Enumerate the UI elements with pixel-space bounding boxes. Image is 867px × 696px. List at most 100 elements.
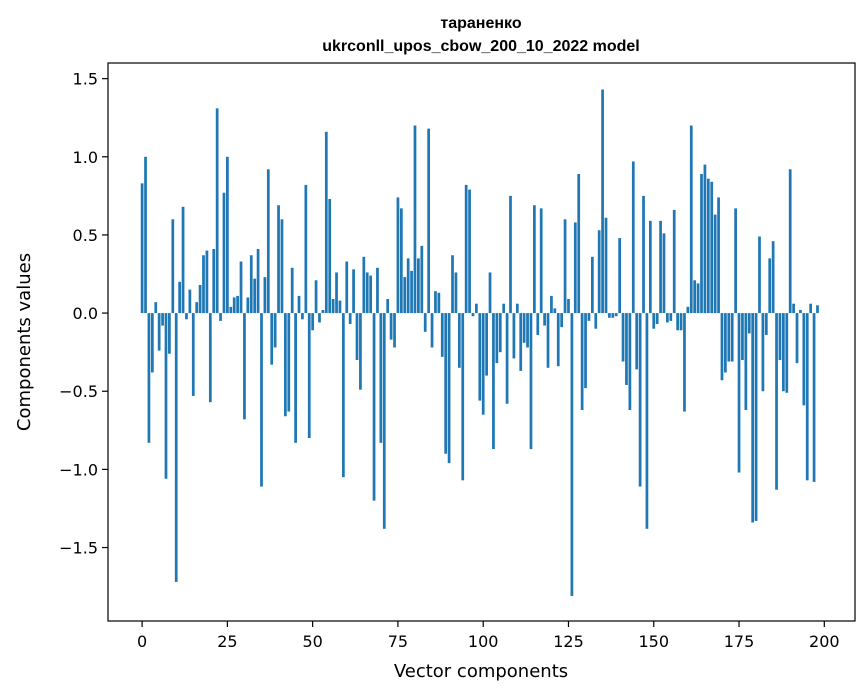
bar	[311, 313, 315, 331]
bar	[393, 313, 396, 348]
bar	[515, 303, 519, 314]
bar	[741, 313, 744, 360]
bar	[512, 313, 516, 359]
bar	[417, 258, 420, 314]
bar	[440, 313, 444, 357]
x-axis-label: Vector components	[394, 661, 568, 682]
bar	[587, 313, 591, 321]
bar	[672, 209, 676, 314]
bar	[631, 161, 635, 314]
bar	[181, 206, 185, 314]
bar	[382, 313, 386, 529]
bar	[546, 313, 550, 368]
bar	[590, 256, 594, 314]
bar	[297, 295, 301, 314]
bar	[655, 313, 659, 325]
bar	[676, 313, 679, 331]
bar	[505, 313, 509, 404]
bar	[355, 313, 359, 360]
bar	[369, 275, 373, 314]
bar	[737, 313, 741, 473]
bars-group	[140, 89, 819, 596]
x-tick-label: 25	[217, 632, 237, 651]
bar	[478, 313, 482, 401]
x-tick-label: 75	[388, 632, 408, 651]
bar	[195, 302, 199, 314]
bar	[362, 256, 366, 314]
chart-subtitle: ukrconll_upos_cbow_200_10_2022 model	[322, 38, 639, 55]
bar	[502, 303, 506, 314]
bar	[215, 108, 219, 314]
bar	[492, 313, 495, 450]
bar	[635, 313, 639, 370]
bar	[396, 197, 400, 314]
bar	[642, 195, 645, 314]
bar	[331, 299, 335, 314]
bar	[775, 313, 778, 490]
bar	[239, 261, 243, 314]
bar	[161, 313, 164, 326]
bar	[229, 306, 233, 314]
bar	[771, 241, 775, 314]
bar	[481, 313, 485, 415]
y-tick-label: −0.5	[59, 382, 98, 401]
bar	[399, 208, 403, 314]
bar	[277, 205, 280, 314]
bar	[198, 284, 202, 314]
bar	[720, 313, 724, 381]
bar	[645, 313, 649, 529]
bar	[273, 313, 277, 348]
bar	[652, 313, 656, 329]
bar	[468, 189, 471, 314]
bar	[679, 313, 683, 331]
y-tick-label: 1.0	[73, 148, 98, 167]
x-tick-label: 0	[137, 632, 147, 651]
bar	[509, 195, 512, 314]
bar	[314, 280, 318, 314]
bar	[764, 313, 768, 335]
bar	[386, 299, 390, 314]
bar	[338, 300, 342, 314]
bar	[713, 214, 717, 314]
bar	[249, 255, 253, 314]
bar	[597, 230, 601, 314]
bar	[758, 236, 761, 314]
y-tick-label: 1.5	[73, 70, 98, 89]
bar	[246, 297, 250, 314]
bar	[457, 313, 461, 368]
bar	[570, 313, 574, 596]
bar	[611, 313, 615, 318]
bar	[191, 313, 195, 396]
bar	[573, 222, 577, 314]
x-tick-label: 100	[468, 632, 499, 651]
bar	[359, 313, 362, 390]
bar	[686, 306, 690, 314]
bar	[560, 313, 564, 328]
bar	[754, 313, 758, 521]
bar	[812, 313, 816, 482]
bar	[809, 303, 813, 314]
bar	[345, 261, 349, 314]
bar	[703, 164, 707, 314]
bar	[352, 269, 355, 314]
bar	[768, 258, 772, 314]
bar	[280, 219, 284, 314]
bar	[434, 291, 437, 314]
bar	[174, 313, 178, 582]
y-axis-label: Components values	[14, 253, 35, 431]
x-tick-label: 50	[302, 632, 322, 651]
bar	[805, 313, 809, 481]
bar	[147, 313, 151, 443]
bar	[164, 313, 168, 479]
bar	[621, 313, 625, 362]
bar	[304, 184, 308, 314]
bar	[792, 303, 795, 314]
bar	[208, 313, 212, 403]
bar	[567, 299, 570, 314]
bar	[154, 302, 158, 314]
bar	[171, 219, 175, 314]
bar	[260, 313, 263, 487]
bar	[747, 313, 751, 334]
bar	[601, 89, 604, 314]
